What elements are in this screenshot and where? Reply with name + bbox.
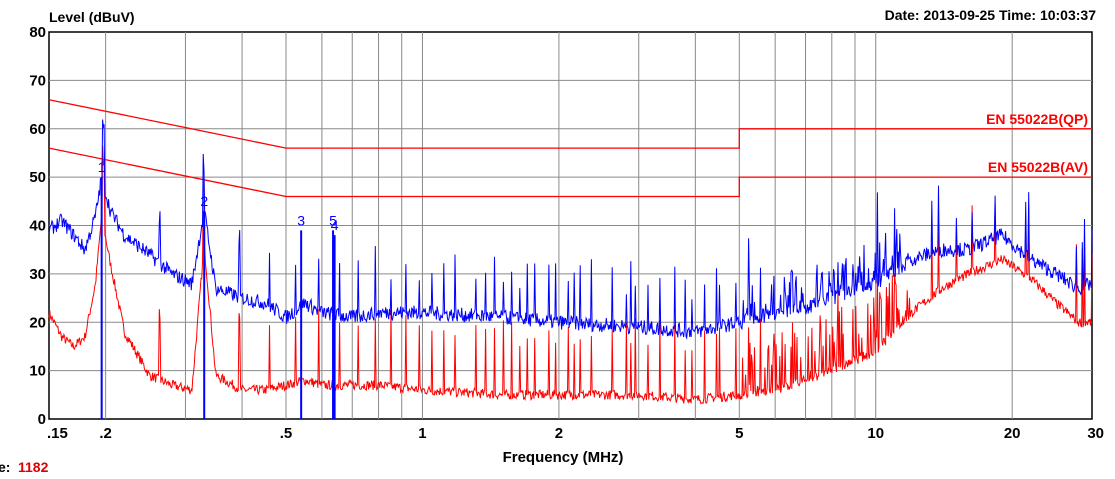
- footer-label: e:: [0, 459, 10, 474]
- x-tick-label: .15: [47, 425, 68, 442]
- y-tick-label: 80: [29, 24, 46, 41]
- y-tick-label: 70: [29, 72, 46, 89]
- x-tick-label: 20: [1004, 425, 1021, 442]
- peak-marker-label: 2: [200, 193, 208, 209]
- x-tick-label: .5: [280, 425, 293, 442]
- peak-marker-label: 1: [98, 159, 106, 175]
- x-tick-label: 5: [735, 425, 743, 442]
- limit-line-label: EN 55022B(AV): [988, 159, 1088, 175]
- peak-marker-label: 4: [331, 217, 339, 233]
- limit-line: [48, 99, 1092, 149]
- y-tick-label: 60: [29, 121, 46, 138]
- peak-marker-label: 3: [297, 212, 305, 228]
- trace-line: [48, 145, 1093, 405]
- trace-line: [48, 119, 1093, 340]
- header-date-time: Date: 2013-09-25 Time: 10:03:37: [885, 7, 1097, 23]
- x-axis-label: Frequency (MHz): [503, 449, 624, 466]
- peak-marker-label: 5: [329, 212, 337, 228]
- y-tick-label: 20: [29, 314, 46, 331]
- footer-value: 1182: [18, 459, 49, 474]
- limit-line-label: EN 55022B(QP): [986, 111, 1088, 127]
- y-axis-label: Level (dBuV): [49, 9, 135, 25]
- x-tick-label: 2: [555, 425, 563, 442]
- y-tick-label: 10: [29, 363, 46, 380]
- y-tick-label: 30: [29, 266, 46, 283]
- y-tick-label: 40: [29, 218, 46, 235]
- x-tick-label: 30: [1087, 425, 1104, 442]
- x-tick-label: .2: [99, 425, 112, 442]
- y-tick-label: 50: [29, 169, 46, 186]
- x-tick-label: 1: [418, 425, 426, 442]
- y-tick-label: 0: [38, 411, 46, 428]
- limit-line: [48, 147, 1092, 198]
- x-tick-label: 10: [867, 425, 884, 442]
